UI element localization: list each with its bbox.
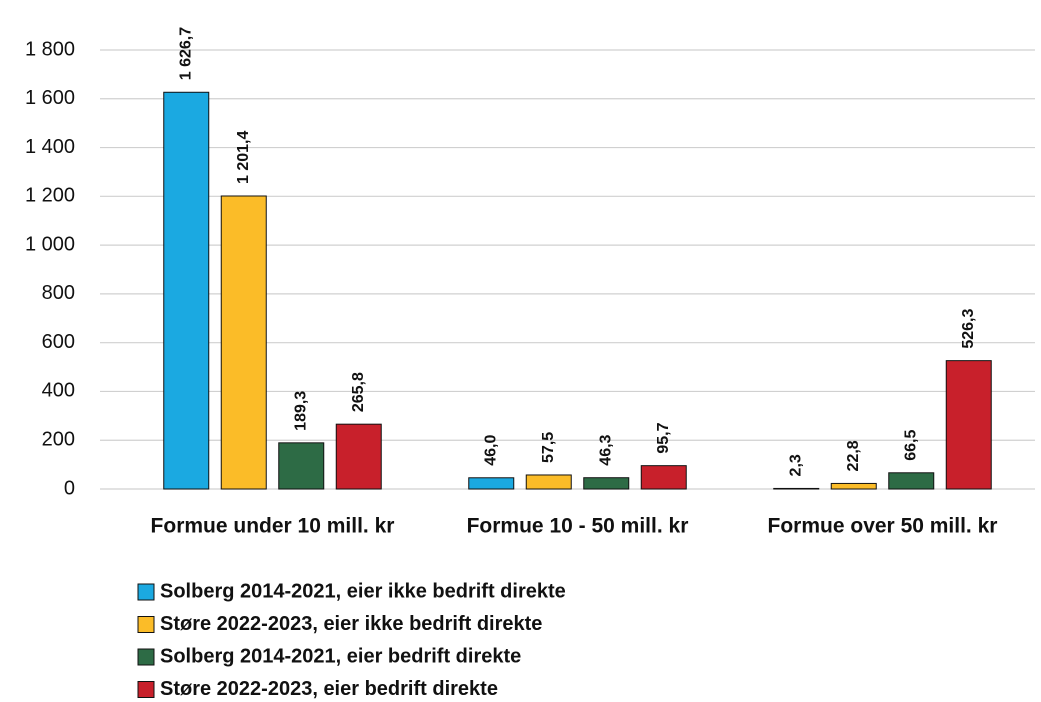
y-tick-label: 400 bbox=[42, 380, 75, 402]
y-tick-label: 1 000 bbox=[25, 233, 75, 255]
data-label: 46,3 bbox=[597, 434, 614, 465]
legend-swatch bbox=[137, 583, 155, 601]
bar bbox=[583, 477, 630, 490]
bar bbox=[335, 423, 382, 490]
data-label: 189,3 bbox=[292, 391, 309, 431]
y-tick-label: 1 600 bbox=[25, 87, 75, 109]
bar bbox=[773, 487, 820, 490]
y-tick-label: 600 bbox=[42, 331, 75, 353]
x-tick-label: Formue under 10 mill. kr bbox=[151, 515, 395, 538]
bar bbox=[163, 91, 210, 490]
y-tick-label: 1 800 bbox=[25, 38, 75, 60]
data-label: 46,0 bbox=[482, 435, 499, 466]
legend-label: Støre 2022-2023, eier ikke bedrift direk… bbox=[160, 613, 542, 635]
bar bbox=[830, 482, 877, 490]
data-label: 265,8 bbox=[350, 372, 367, 412]
legend-swatch bbox=[137, 681, 155, 698]
y-tick-label: 800 bbox=[42, 282, 75, 304]
data-label: 1 626,7 bbox=[177, 27, 194, 80]
bar bbox=[525, 474, 572, 490]
legend-label: Solberg 2014-2021, eier ikke bedrift dir… bbox=[160, 580, 566, 602]
legend-label: Støre 2022-2023, eier bedrift direkte bbox=[160, 678, 498, 700]
data-label: 95,7 bbox=[655, 422, 672, 453]
data-label: 526,3 bbox=[960, 309, 977, 349]
y-tick-label: 0 bbox=[64, 477, 75, 499]
bar bbox=[468, 477, 515, 490]
y-tick-label: 1 200 bbox=[25, 185, 75, 207]
x-tick-label: Formue 10 - 50 mill. kr bbox=[467, 515, 689, 538]
y-tick-label: 200 bbox=[42, 429, 75, 451]
bar bbox=[640, 465, 687, 490]
data-label: 2,3 bbox=[787, 454, 804, 476]
data-label: 22,8 bbox=[845, 440, 862, 471]
legend-swatch bbox=[137, 616, 155, 633]
bar bbox=[278, 442, 325, 490]
y-tick-label: 1 400 bbox=[25, 136, 75, 158]
legend-label: Solberg 2014-2021, eier bedrift direkte bbox=[160, 645, 521, 667]
x-tick-label: Formue over 50 mill. kr bbox=[768, 515, 998, 538]
legend-swatch bbox=[137, 648, 155, 666]
data-label: 1 201,4 bbox=[235, 131, 252, 184]
data-label: 57,5 bbox=[540, 432, 557, 463]
bar bbox=[945, 360, 992, 490]
data-label: 66,5 bbox=[902, 430, 919, 461]
bar bbox=[888, 472, 935, 490]
bar bbox=[220, 195, 267, 490]
